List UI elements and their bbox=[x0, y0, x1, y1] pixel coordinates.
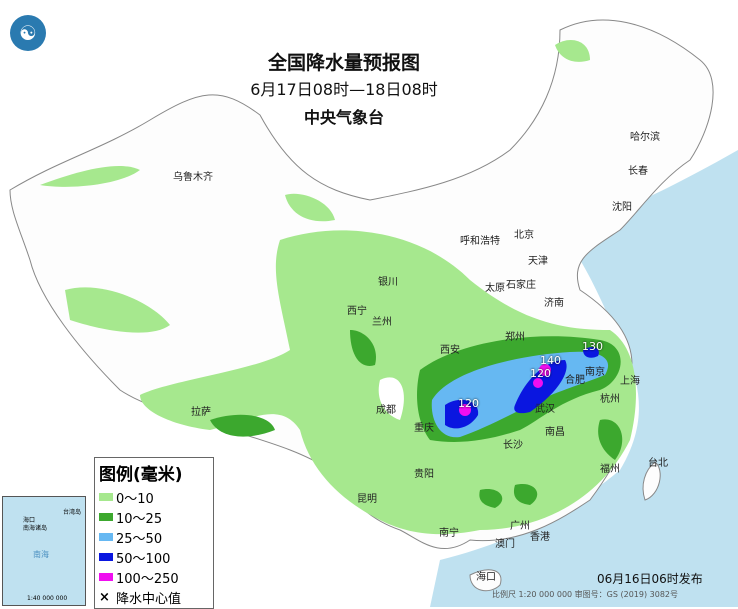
rain-center-value: 130 bbox=[582, 340, 603, 353]
legend-label: 0～10 bbox=[116, 491, 154, 507]
cma-logo: ☯ bbox=[10, 15, 46, 51]
inset-label: 南海 bbox=[33, 550, 49, 559]
city-label: 长沙 bbox=[503, 440, 523, 451]
city-label: 南京 bbox=[585, 367, 605, 378]
legend-label: 25～50 bbox=[116, 531, 163, 547]
forecast-period: 6月17日08时—18日08时 bbox=[250, 80, 438, 99]
legend-label: 降水中心值 bbox=[116, 591, 182, 607]
legend-label: 100～250 bbox=[116, 571, 179, 587]
legend-swatch bbox=[99, 493, 113, 501]
city-label: 太原 bbox=[485, 283, 505, 294]
city-label: 重庆 bbox=[414, 423, 434, 434]
legend-swatch bbox=[99, 573, 113, 581]
city-label: 上海 bbox=[620, 376, 640, 387]
hainan bbox=[469, 569, 502, 592]
city-label: 贵阳 bbox=[414, 469, 434, 480]
city-label: 合肥 bbox=[565, 375, 585, 386]
legend-item: 50～100 bbox=[99, 547, 213, 567]
city-label: 西安 bbox=[440, 345, 460, 356]
city-label: 武汉 bbox=[535, 404, 555, 415]
city-label: 兰州 bbox=[372, 317, 392, 328]
legend-item: 25～50 bbox=[99, 527, 213, 547]
city-label: 福州 bbox=[600, 464, 620, 475]
cross-icon: × bbox=[99, 589, 110, 605]
rain-center-value: 120 bbox=[530, 367, 551, 380]
inset-label: 海口 bbox=[23, 517, 36, 524]
map-title: 全国降水量预报图 bbox=[267, 52, 420, 74]
city-label: 银川 bbox=[378, 277, 398, 288]
city-label: 澳门 bbox=[495, 539, 515, 550]
city-label: 香港 bbox=[530, 532, 550, 543]
inset-label: 南海诸岛 bbox=[23, 525, 48, 532]
legend-label: 50～100 bbox=[116, 551, 171, 567]
legend-item: 0～10 bbox=[99, 487, 213, 507]
city-label: 南昌 bbox=[545, 427, 565, 438]
city-label: 台北 bbox=[648, 458, 668, 469]
legend-item: 100～250 bbox=[99, 567, 213, 587]
city-label: 杭州 bbox=[600, 394, 620, 405]
city-label: 昆明 bbox=[357, 494, 377, 505]
city-label: 海口 bbox=[476, 572, 496, 583]
issuer: 中央气象台 bbox=[303, 108, 384, 127]
legend-swatch bbox=[99, 553, 113, 561]
legend-swatch bbox=[99, 513, 113, 521]
issue-time: 06月16日06时发布 bbox=[597, 572, 703, 586]
city-label: 石家庄 bbox=[506, 280, 536, 291]
city-label: 长春 bbox=[628, 166, 648, 177]
city-label: 呼和浩特 bbox=[460, 236, 500, 247]
south-china-sea-inset: 海口 南海诸岛 南海 台湾岛 1:40 000 000 bbox=[2, 496, 86, 606]
city-label: 拉萨 bbox=[191, 407, 211, 418]
rain-center-value: 120 bbox=[458, 397, 479, 410]
legend: 图例(毫米) 0～10 10～25 25～50 50～100 100～250 × 降水中心… bbox=[94, 457, 214, 609]
sea bbox=[430, 150, 738, 607]
city-label: 北京 bbox=[514, 230, 534, 241]
city-label: 乌鲁木齐 bbox=[173, 172, 213, 183]
city-label: 成都 bbox=[376, 405, 396, 416]
rain-100-250 bbox=[459, 364, 551, 416]
inset-scale: 1:40 000 000 bbox=[27, 595, 68, 602]
scale-note: 比例尺 1:20 000 000 审图号：GS (2019) 3082号 bbox=[492, 590, 678, 599]
taiwan bbox=[642, 461, 661, 501]
legend-label: 10～25 bbox=[116, 511, 163, 527]
city-label: 广州 bbox=[510, 521, 530, 532]
legend-title: 图例(毫米) bbox=[99, 465, 183, 485]
city-label: 郑州 bbox=[505, 332, 525, 343]
legend-item: 10～25 bbox=[99, 507, 213, 527]
city-label: 南宁 bbox=[439, 528, 459, 539]
legend-swatch bbox=[99, 533, 113, 541]
city-label: 沈阳 bbox=[612, 202, 632, 213]
city-label: 哈尔滨 bbox=[630, 132, 660, 143]
inset-label: 台湾岛 bbox=[63, 509, 82, 516]
city-label: 天津 bbox=[528, 256, 548, 267]
city-label: 济南 bbox=[544, 298, 564, 309]
city-label: 西宁 bbox=[347, 306, 367, 317]
rain-center-value: 140 bbox=[540, 354, 561, 367]
legend-center: × 降水中心值 bbox=[99, 587, 213, 607]
